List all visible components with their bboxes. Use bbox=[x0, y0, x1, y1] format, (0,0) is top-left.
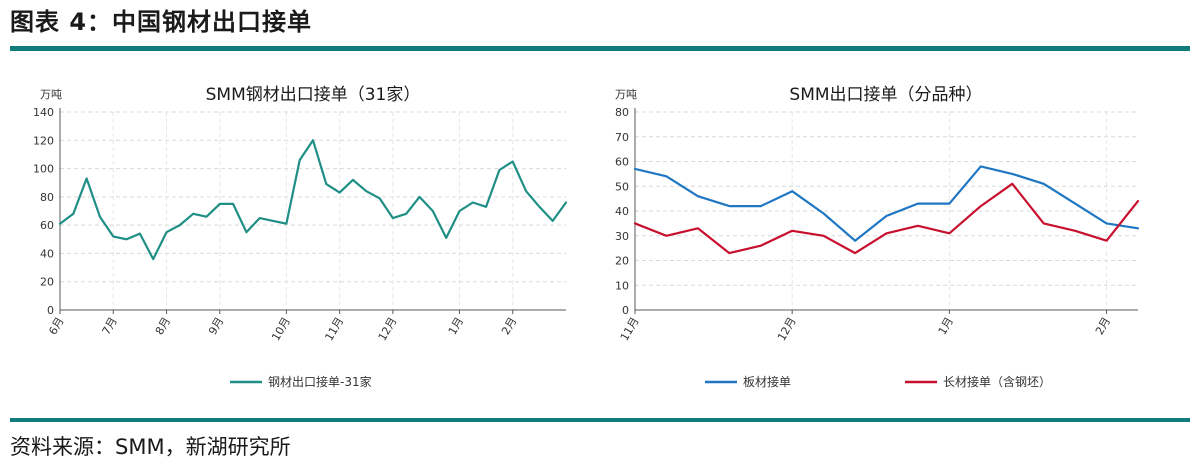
y-axis-unit: 万吨 bbox=[615, 88, 637, 101]
legend-label: 钢材出口接单-31家 bbox=[268, 374, 372, 389]
y-axis-unit: 万吨 bbox=[40, 88, 62, 101]
figure-title: 图表 4：中国钢材出口接单 bbox=[10, 8, 313, 36]
chart-export-orders-by-product: SMM出口接单（分品种） 万吨 0 10 20 30 40 50 60 70 80 11月 12月 1月 2… bbox=[615, 85, 1140, 389]
chart-title: SMM出口接单（分品种） bbox=[789, 85, 982, 105]
x-tick-label: 9月 bbox=[206, 315, 226, 337]
x-tick-label: 8月 bbox=[153, 315, 173, 337]
y-tick-label: 140 bbox=[33, 106, 54, 119]
y-tick-label: 70 bbox=[615, 131, 629, 144]
series-line-1 bbox=[633, 165, 1140, 242]
y-tick-label: 80 bbox=[40, 191, 54, 204]
y-tick-label: 20 bbox=[615, 255, 629, 268]
y-tick-label: 30 bbox=[615, 230, 629, 243]
y-tick-label: 60 bbox=[615, 156, 629, 169]
x-tick-label: 11月 bbox=[322, 315, 346, 343]
x-tick-label: 2月 bbox=[499, 315, 519, 337]
x-tick-label: 1月 bbox=[936, 315, 956, 337]
series-line-1 bbox=[58, 139, 568, 261]
x-tick-label: 1月 bbox=[446, 315, 466, 337]
x-tick-label: 7月 bbox=[100, 315, 120, 337]
y-tick-label: 60 bbox=[40, 219, 54, 232]
chart-steel-export-orders: SMM钢材出口接单（31家） 万吨 0 20 40 60 80 100 120 140 6月 7月 8月… bbox=[33, 85, 568, 389]
y-tick-label: 100 bbox=[33, 163, 54, 176]
legend-label: 长材接单（含钢坯） bbox=[943, 374, 1051, 389]
chart-title: SMM钢材出口接单（31家） bbox=[206, 85, 421, 105]
y-tick-label: 50 bbox=[615, 180, 629, 193]
y-tick-label: 80 bbox=[615, 106, 629, 119]
source-note: 资料来源：SMM，新湖研究所 bbox=[10, 435, 291, 459]
x-tick-label: 12月 bbox=[376, 315, 400, 343]
y-tick-label: 10 bbox=[615, 279, 629, 292]
y-tick-label: 20 bbox=[40, 276, 54, 289]
x-tick-label: 6月 bbox=[46, 315, 66, 337]
y-tick-label: 120 bbox=[33, 134, 54, 147]
legend-label: 板材接单 bbox=[743, 374, 791, 389]
top-divider bbox=[10, 46, 1190, 51]
y-tick-label: 0 bbox=[622, 304, 629, 317]
series-line-2 bbox=[633, 182, 1140, 255]
bottom-divider bbox=[10, 418, 1190, 422]
x-tick-label: 12月 bbox=[775, 315, 799, 343]
y-tick-label: 40 bbox=[615, 205, 629, 218]
y-tick-label: 0 bbox=[47, 304, 54, 317]
x-tick-label: 10月 bbox=[269, 315, 293, 343]
y-tick-label: 40 bbox=[40, 247, 54, 260]
x-tick-label: 11月 bbox=[618, 315, 642, 343]
x-tick-label: 2月 bbox=[1093, 315, 1113, 337]
